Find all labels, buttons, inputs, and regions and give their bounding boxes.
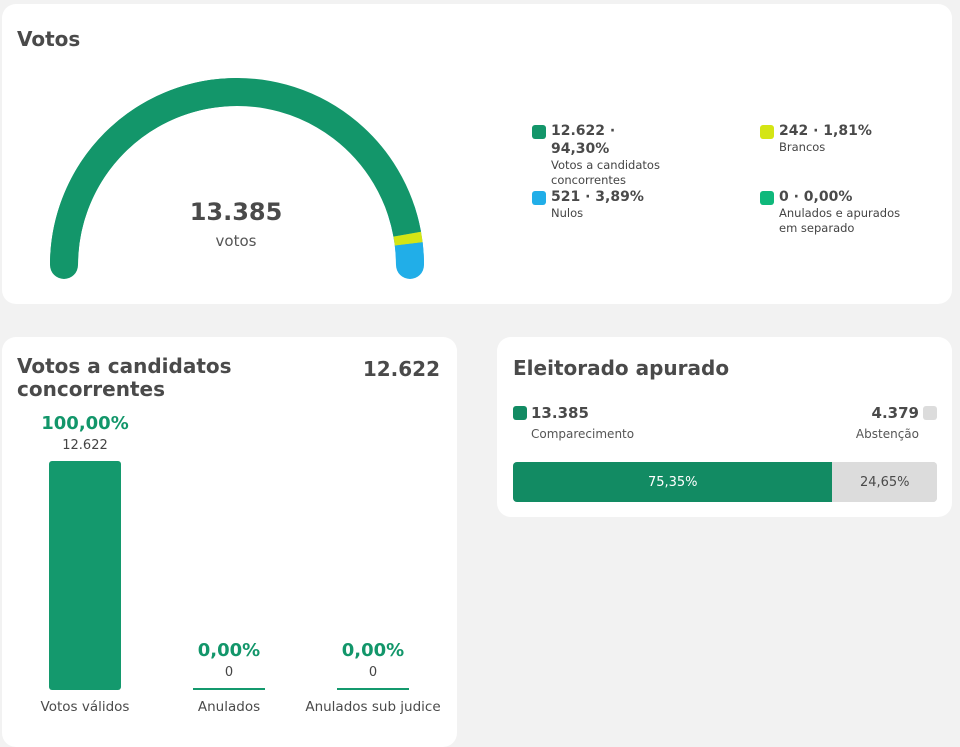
abstencao-number: 4.379	[871, 404, 919, 422]
bar-category-label: Votos válidos	[40, 699, 130, 715]
gauge-unit: votos	[215, 232, 257, 250]
concorrentes-card: Votos a candidatos concorrentes 12.622 1…	[2, 337, 457, 747]
legend-item: 521 · 3,89% Nulos	[532, 188, 671, 221]
legend-value: 0 · 0,00%	[779, 189, 853, 205]
legend-label: Brancos	[779, 140, 826, 154]
gauge-segment-brancos	[393, 231, 423, 246]
bar-value-label: 12.622	[62, 438, 108, 453]
legend-value: 242 · 1,81%	[779, 123, 872, 139]
bar-labels: 0,00% 0	[157, 640, 301, 680]
comparecimento-segment: 75,35%	[513, 462, 833, 502]
comparecimento-swatch	[513, 406, 527, 420]
bar-value-label: 0	[368, 665, 378, 680]
legend-label: Nulos	[551, 206, 584, 220]
legend-item: 0 · 0,00% Anulados e apurados em separado	[760, 188, 909, 236]
concorrentes-title: Votos a candidatos concorrentes	[17, 354, 232, 401]
bar-category-label: Anulados sub judice	[305, 699, 441, 715]
bar-percent-label: 100,00%	[41, 413, 129, 434]
legend-value: 521 · 3,89%	[551, 189, 644, 205]
abstencao-label: Abstenção	[855, 427, 919, 441]
comparecimento-label: Comparecimento	[531, 427, 635, 441]
gauge-total: 13.385	[189, 198, 283, 226]
legend-swatch	[760, 125, 774, 139]
legend-value: 12.622 · 94,30%	[551, 123, 616, 157]
abstencao-value: 4.379	[872, 404, 937, 422]
votos-title: Votos	[17, 27, 81, 51]
bar-percent-label: 0,00%	[341, 640, 405, 661]
bar-percent-label: 0,00%	[197, 640, 261, 661]
bar-labels: 100,00% 12.622	[13, 413, 157, 453]
eleitorado-card: Eleitorado apurado 13.385 Comparecimento…	[497, 337, 952, 517]
legend-swatch	[532, 125, 546, 139]
legend-item: 242 · 1,81% Brancos	[760, 122, 909, 155]
legend-item: 12.622 · 94,30% Votos a candidatos concor…	[532, 122, 671, 188]
bar-value-label: 0	[224, 665, 234, 680]
comparecimento-value: 13.385	[513, 404, 589, 422]
votos-card: Votos 13.385 votos 12.622 · 94,30% Votos …	[2, 4, 952, 304]
bar-labels: 0,00% 0	[301, 640, 445, 680]
concorrentes-total: 12.622	[362, 357, 440, 381]
bar-category-label: Anulados	[197, 699, 261, 715]
legend-swatch	[532, 191, 546, 205]
legend-swatch	[760, 191, 774, 205]
abstencao-swatch	[923, 406, 937, 420]
eleitorado-title: Eleitorado apurado	[513, 356, 730, 380]
comparecimento-number: 13.385	[531, 404, 589, 422]
gauge-segment-votos-a-candidatos-concorrentes	[50, 78, 422, 266]
bar	[49, 461, 121, 690]
legend-label: Anulados e apurados em separado	[779, 206, 901, 235]
bar	[193, 688, 265, 690]
gauge-segment-nulos	[394, 242, 424, 266]
bar	[337, 688, 409, 690]
turnout-bar: 75,35% 24,65%	[513, 462, 937, 502]
abstencao-segment: 24,65%	[832, 462, 937, 502]
legend-label: Votos a candidatos concorrentes	[551, 158, 660, 187]
votos-gauge	[50, 78, 424, 279]
